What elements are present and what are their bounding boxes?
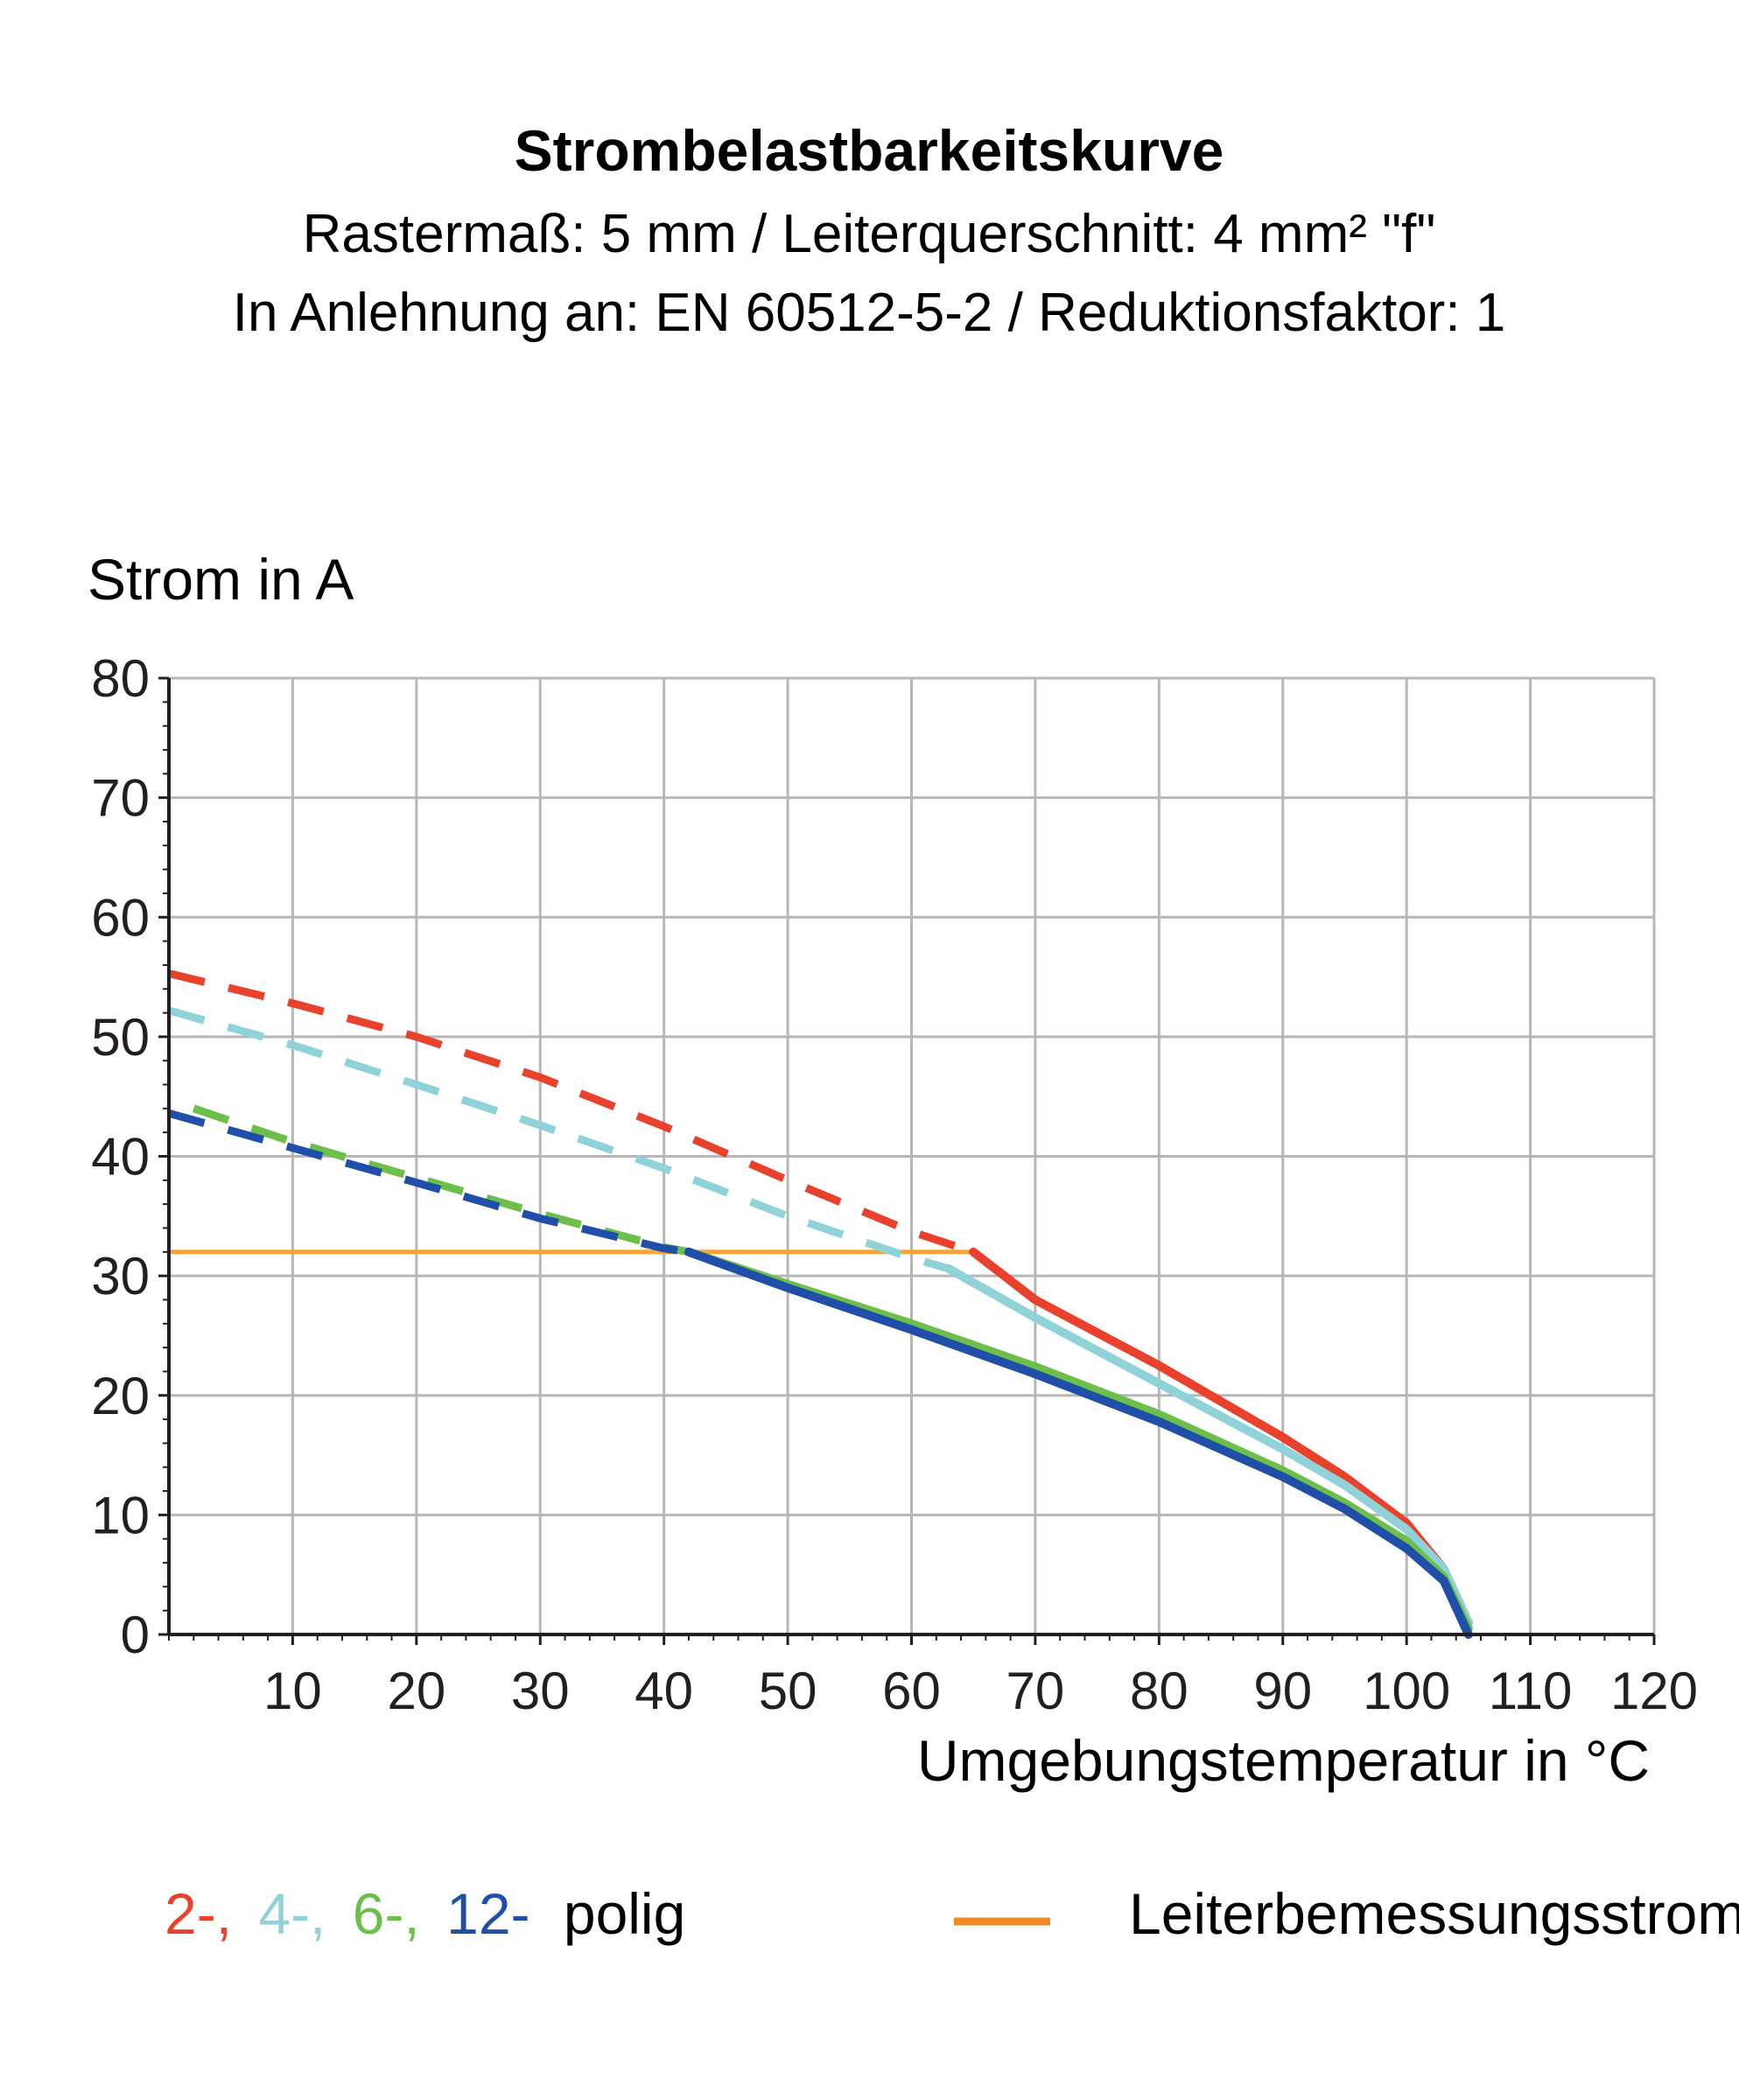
chart-subtitle-1: Rastermaß: 5 mm / Leiterquerschnitt: 4 m… [303,204,1436,264]
y-tick-label-40: 40 [91,1128,150,1186]
chart-subtitle-2: In Anlehnung an: EN 60512-5-2 / Reduktio… [233,283,1506,343]
x-tick-label-70: 70 [1006,1662,1065,1720]
y-tick-label-20: 20 [91,1367,150,1425]
x-tick-label-60: 60 [882,1662,941,1720]
series-2-dashed [192,1104,690,1256]
legend-entry-12-polig: 12- [446,1881,529,1946]
series-2-solid [684,1247,1473,1634]
x-tick-label-120: 120 [1610,1662,1698,1720]
series-layer [167,970,1473,1639]
x-tick-label-30: 30 [511,1662,570,1720]
series-2 [192,1104,1473,1634]
x-tick-label-10: 10 [263,1662,322,1720]
x-axis-label: Umgebungstemperatur in °C [917,1728,1650,1793]
series-3-solid [684,1247,1473,1639]
legend: 2-, 4-, 6-, 12- polig Leiterbemessungsst… [165,1881,1739,1946]
axes [158,676,1656,1645]
y-tick-label-30: 30 [91,1247,150,1306]
tick-labels: 10 20 30 40 50 60 70 80 90 100 110 120 0 10 20 30 40 50 60… [91,649,1698,1720]
series-0-dashed [167,970,975,1256]
grid [169,676,1656,1636]
legend-reference-label: Leiterbemessungsstrom [1129,1881,1739,1946]
series-1-solid [943,1264,1473,1628]
legend-series-label: 2-, 4-, 6-, 12- polig [165,1881,685,1946]
legend-entry-4-polig: 4-, [258,1881,326,1946]
chart-title: Strombelastbarkeitskurve [515,118,1224,183]
legend-entry-6-polig: 6-, [353,1881,420,1946]
x-tick-label-100: 100 [1363,1662,1450,1720]
legend-entry-2-polig: 2-, [165,1881,232,1946]
legend-suffix: polig [564,1881,685,1946]
y-tick-label-0: 0 [121,1606,150,1664]
series-3-dashed [167,1109,690,1256]
x-tick-label-110: 110 [1489,1662,1573,1720]
y-tick-label-50: 50 [91,1008,150,1067]
y-tick-label-80: 80 [91,649,150,708]
x-tick-label-90: 90 [1253,1662,1312,1720]
series-1-dashed [167,1006,950,1273]
series-3 [167,1109,1473,1639]
y-tick-label-60: 60 [91,888,150,947]
y-tick-label-10: 10 [91,1486,150,1544]
x-tick-label-40: 40 [635,1662,693,1720]
minor-ticks [163,677,1655,1641]
series-0-solid [969,1247,1473,1628]
x-tick-label-50: 50 [759,1662,817,1720]
y-tick-label-70: 70 [91,769,150,828]
series-1 [167,1006,1473,1628]
x-tick-label-80: 80 [1130,1662,1189,1720]
x-tick-label-20: 20 [387,1662,445,1720]
y-axis-label: Strom in A [88,547,354,612]
